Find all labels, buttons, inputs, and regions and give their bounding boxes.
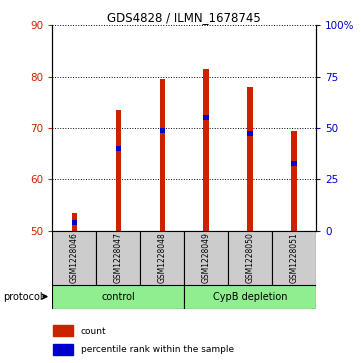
Text: GSM1228048: GSM1228048 — [158, 232, 167, 283]
Bar — [247, 87, 253, 231]
Text: GSM1228051: GSM1228051 — [290, 232, 299, 283]
Bar — [116, 110, 121, 231]
Text: percentile rank within the sample: percentile rank within the sample — [81, 345, 234, 354]
FancyBboxPatch shape — [184, 231, 228, 285]
Bar — [72, 213, 77, 231]
FancyBboxPatch shape — [52, 231, 96, 285]
Bar — [291, 131, 296, 231]
Text: protocol: protocol — [4, 291, 43, 302]
Text: GSM1228046: GSM1228046 — [70, 232, 79, 283]
Text: control: control — [101, 292, 135, 302]
Bar — [160, 79, 165, 231]
FancyBboxPatch shape — [52, 285, 184, 309]
FancyBboxPatch shape — [228, 231, 272, 285]
Bar — [53, 344, 73, 355]
Bar — [53, 325, 73, 336]
Title: GDS4828 / ILMN_1678745: GDS4828 / ILMN_1678745 — [107, 11, 261, 24]
Text: count: count — [81, 327, 106, 335]
Bar — [160, 128, 165, 133]
Bar — [204, 115, 209, 120]
Bar — [204, 69, 209, 231]
FancyBboxPatch shape — [140, 231, 184, 285]
FancyBboxPatch shape — [184, 285, 316, 309]
Text: GSM1228050: GSM1228050 — [245, 232, 255, 283]
Bar — [116, 146, 121, 151]
Bar — [291, 161, 296, 166]
Text: GSM1228047: GSM1228047 — [114, 232, 123, 283]
FancyBboxPatch shape — [96, 231, 140, 285]
Text: CypB depletion: CypB depletion — [213, 292, 287, 302]
Bar — [72, 220, 77, 225]
FancyBboxPatch shape — [272, 231, 316, 285]
Text: GSM1228049: GSM1228049 — [201, 232, 210, 283]
Bar — [247, 131, 253, 136]
